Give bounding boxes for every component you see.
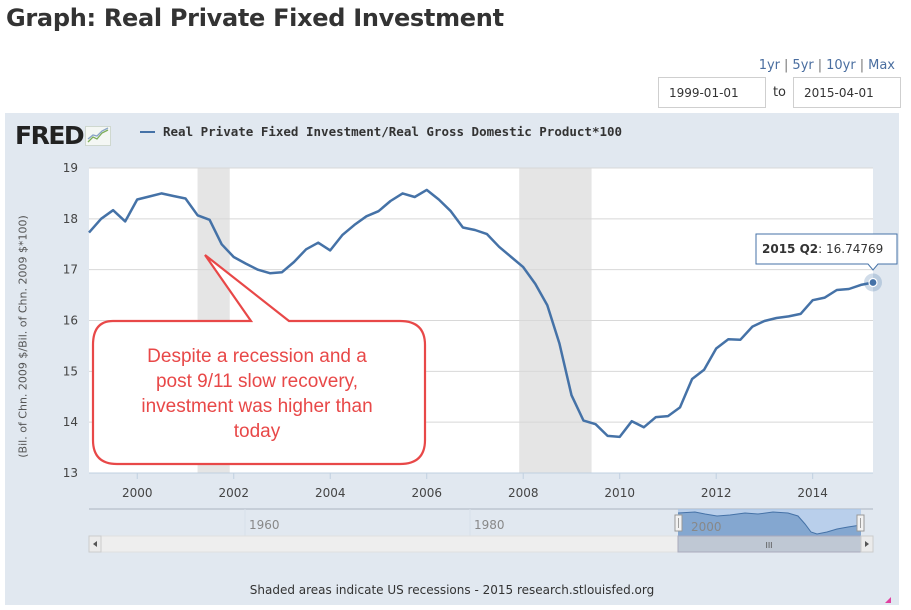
x-tick-label: 2006: [411, 486, 442, 500]
scrollbar-grip: III: [765, 541, 772, 550]
fred-logo-text: FRED: [15, 121, 85, 150]
navigator-tick-2000: 2000: [691, 520, 722, 534]
end-date-input[interactable]: [793, 77, 901, 108]
y-tick-label: 13: [63, 466, 78, 480]
y-tick-label: 14: [63, 415, 78, 429]
legend-swatch: [140, 130, 155, 133]
x-tick-labels: 2000 2002 2004 2006 2008 2010 2012 2014: [122, 473, 828, 500]
x-tick-label: 2008: [508, 486, 539, 500]
separator: |: [817, 58, 823, 73]
navigator-series-line: [677, 511, 862, 535]
range-1yr-link[interactable]: 1yr: [758, 58, 781, 73]
callout-line-4: today: [234, 421, 281, 442]
right-panel-edge: [873, 168, 899, 473]
tooltip-label: 2015 Q2: [762, 242, 818, 256]
navigator-tick-1960: 1960: [249, 518, 280, 532]
tooltip-box: [755, 233, 898, 271]
x-tick-label: 2014: [797, 486, 828, 500]
tooltip-colon: :: [818, 242, 826, 256]
x-tick-label: 2000: [122, 486, 153, 500]
chart-trend-icon: [85, 125, 112, 146]
callout: Despite a recession and a post 9/11 slow…: [91, 254, 427, 466]
range-max-link[interactable]: Max: [868, 58, 895, 73]
tooltip-value: 16.74769: [826, 242, 883, 256]
date-range: to: [657, 77, 901, 108]
scroll-left-arrow-icon: [93, 541, 97, 547]
footer-note: Shaded areas indicate US recessions - 20…: [249, 583, 655, 597]
callout-line-2: post 9/11 slow recovery,: [156, 371, 358, 392]
y-tick-label: 18: [63, 212, 78, 226]
scroll-right-arrow-icon: [865, 541, 869, 547]
svg-text:2015 Q2: 16.74769: 2015 Q2: 16.74769: [762, 242, 883, 256]
callout-line-3: investment was higher than: [141, 396, 372, 417]
page-title: Graph: Real Private Fixed Investment: [6, 4, 504, 32]
navigator-tick-1980: 1980: [474, 518, 505, 532]
separator: |: [784, 58, 789, 73]
y-tick-label: 17: [63, 263, 78, 277]
date-to-label: to: [772, 85, 786, 100]
callout-bubble: [91, 254, 427, 466]
navigator[interactable]: 1960 1980 2000 III: [88, 508, 874, 553]
start-date-input[interactable]: [657, 77, 766, 108]
x-tick-label: 2002: [218, 486, 249, 500]
resize-corner-icon[interactable]: [885, 597, 891, 603]
y-tick-label: 19: [63, 161, 78, 175]
x-tick-label: 2010: [604, 486, 635, 500]
x-tick-label: 2012: [701, 486, 732, 500]
x-tick-label: 2004: [315, 486, 346, 500]
y-tick-labels: 13 14 15 16 17 18 19: [63, 161, 78, 480]
legend[interactable]: Real Private Fixed Investment/Real Gross…: [140, 124, 622, 139]
series-line: [88, 188, 874, 439]
highlight-point: [868, 277, 878, 288]
tooltip: 2015 Q2: 16.74769: [755, 233, 898, 271]
legend-label: Real Private Fixed Investment/Real Gross…: [163, 124, 623, 139]
navigator-series-area: [678, 512, 861, 536]
y-tick-label: 16: [63, 314, 78, 328]
range-links: 1yr | 5yr | 10yr | Max: [759, 58, 895, 73]
y-tick-label: 15: [63, 364, 78, 378]
chart-panel: FRED Real Private Fixed Investment/Real …: [5, 113, 899, 605]
range-5yr-link[interactable]: 5yr: [792, 58, 814, 73]
separator: |: [859, 58, 865, 73]
range-10yr-link[interactable]: 10yr: [826, 58, 856, 73]
callout-line-1: Despite a recession and a: [147, 346, 367, 367]
fred-logo: FRED: [15, 121, 112, 150]
